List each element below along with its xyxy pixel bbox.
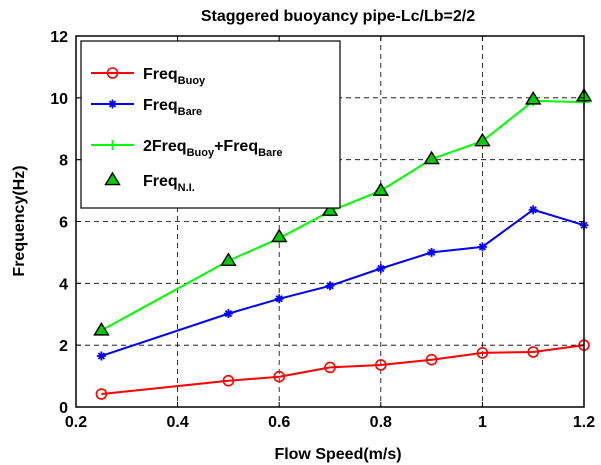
data-point: [528, 205, 538, 215]
legend-marker: [107, 140, 118, 150]
y-tick-label: 12: [50, 29, 68, 46]
data-point: [223, 309, 233, 319]
data-point: [324, 361, 336, 374]
y-tick-label: 4: [59, 276, 68, 293]
x-tick-label: 0.6: [268, 414, 290, 431]
legend-label: FreqBare: [143, 97, 202, 118]
data-point: [95, 388, 108, 400]
data-point: [524, 91, 542, 105]
series-1: [96, 205, 589, 361]
legend-entry-0: FreqBuoy: [91, 66, 206, 87]
legend-entry-1: FreqBare: [91, 97, 202, 118]
data-point: [474, 132, 491, 147]
data-point: [325, 281, 335, 291]
data-point: [270, 228, 288, 243]
legend-label: FreqBuoy: [143, 66, 206, 87]
x-axis-label: Flow Speed(m/s): [274, 446, 401, 463]
data-point: [93, 321, 110, 336]
data-point: [372, 182, 390, 196]
legend-entry-3: FreqN.I.: [104, 171, 195, 194]
series-0: [95, 339, 590, 400]
legend-marker: [108, 99, 117, 109]
data-point: [274, 294, 284, 304]
series-line: [101, 208, 585, 357]
y-axis-label: Frequency(Hz): [11, 165, 28, 276]
legend: FreqBuoy FreqBare 2FreqBuoy+FreqBare FreqN.…: [80, 40, 341, 209]
y-tick-label: 0: [59, 400, 68, 417]
data-point: [425, 353, 438, 366]
data-point: [220, 252, 237, 267]
data-point: [321, 202, 339, 216]
x-tick-label: 0.8: [370, 414, 392, 431]
chart-title: Staggered buoyancy pipe-Lc/Lb=2/2: [201, 8, 475, 25]
data-point: [273, 370, 286, 383]
data-point: [96, 351, 106, 361]
data-point: [423, 150, 440, 165]
axis-ticks: 0.2 0.4 0.6 0.8 1 1.2 0 2 4 6 8 10 12: [50, 29, 595, 431]
x-tick-label: 0.4: [166, 414, 188, 431]
legend-box: [80, 40, 341, 209]
x-tick-label: 0.2: [65, 414, 87, 431]
x-tick-label: 1: [478, 414, 487, 431]
y-tick-label: 8: [59, 153, 68, 170]
legend-marker: [106, 67, 119, 79]
data-point: [477, 242, 487, 252]
y-tick-label: 6: [59, 215, 68, 232]
x-tick-label: 1.2: [573, 414, 595, 431]
legend-label: 2FreqBuoy+FreqBare: [143, 138, 283, 159]
legend-entry-2: 2FreqBuoy+FreqBare: [91, 138, 283, 159]
data-point: [527, 346, 540, 358]
series-line: [101, 344, 585, 396]
y-tick-label: 10: [50, 91, 68, 108]
legend-label: FreqN.I.: [143, 173, 195, 194]
y-tick-label: 2: [59, 338, 68, 355]
legend-marker: [104, 171, 121, 186]
data-point: [376, 263, 386, 273]
data-point: [374, 359, 387, 371]
data-point: [427, 247, 437, 257]
data-point: [222, 374, 235, 387]
data-point: [476, 347, 489, 359]
